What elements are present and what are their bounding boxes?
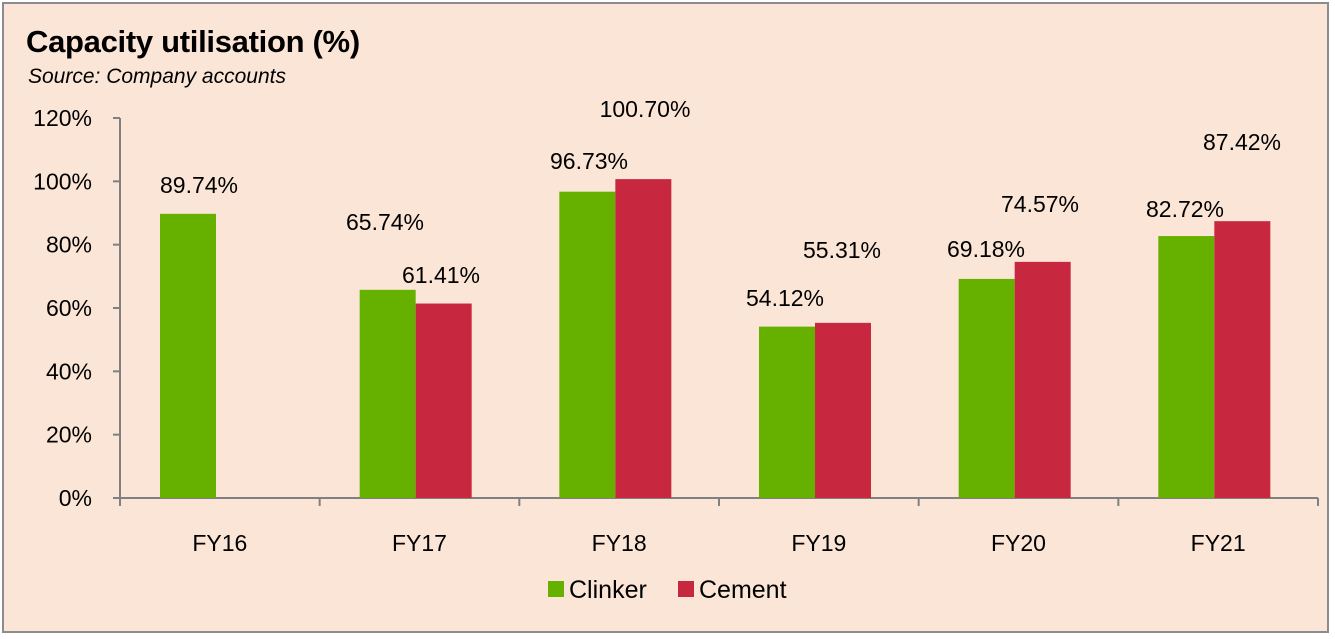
- bar-cement-fy20: [1014, 261, 1071, 498]
- y-tick-label: 60%: [46, 295, 92, 321]
- data-label-clinker-fy16: 89.74%: [160, 172, 238, 198]
- bar-clinker-fy19: [759, 326, 815, 498]
- data-label-cement-fy18: 100.70%: [600, 96, 691, 122]
- bar-clinker-fy18: [559, 191, 616, 498]
- bar-cement-fy18: [615, 179, 672, 498]
- bar-clinker-fy20: [958, 278, 1015, 498]
- legend-swatch-clinker: [548, 581, 564, 597]
- y-tick-label: 0%: [59, 485, 92, 511]
- data-label-cement-fy21: 87.42%: [1203, 129, 1281, 155]
- x-tick-label: FY21: [1191, 530, 1246, 556]
- bar-cement-fy17: [415, 303, 472, 498]
- bars: [160, 179, 1271, 499]
- legend-label-clinker: Clinker: [569, 576, 647, 604]
- data-label-clinker-fy18: 96.73%: [550, 148, 628, 174]
- y-tick-label: 20%: [46, 422, 92, 448]
- x-axis: FY16 FY17 FY18 FY19 FY20 FY21: [119, 497, 1319, 556]
- bar-clinker-fy21: [1158, 236, 1215, 498]
- data-label-clinker-fy21: 82.72%: [1146, 196, 1224, 222]
- x-tick-label: FY16: [192, 530, 247, 556]
- y-axis: 0% 20% 40% 60% 80% 100% 120%: [33, 105, 121, 511]
- legend: Clinker Cement: [548, 576, 787, 604]
- y-tick-label: 100%: [33, 168, 92, 194]
- y-tick-label: 40%: [46, 358, 92, 384]
- x-tick-label: FY19: [791, 530, 846, 556]
- y-tick-label: 120%: [33, 105, 92, 131]
- x-tick-label: FY18: [592, 530, 647, 556]
- data-label-cement-fy19: 55.31%: [803, 237, 881, 263]
- x-tick-label: FY20: [991, 530, 1046, 556]
- x-tick-label: FY17: [392, 530, 447, 556]
- chart-title: Capacity utilisation (%): [26, 24, 360, 59]
- legend-label-cement: Cement: [699, 576, 787, 604]
- data-label-clinker-fy17: 65.74%: [346, 209, 424, 235]
- bar-cement-fy21: [1214, 221, 1271, 499]
- data-labels: 89.74% 65.74% 96.73% 54.12% 69.18% 82.72% 61.4…: [160, 96, 1281, 311]
- data-label-cement-fy17: 61.41%: [402, 262, 480, 288]
- y-tick-label: 80%: [46, 232, 92, 258]
- data-label-cement-fy20: 74.57%: [1001, 191, 1079, 217]
- chart-subtitle: Source: Company accounts: [28, 65, 286, 88]
- bar-clinker-fy17: [359, 289, 416, 498]
- legend-swatch-cement: [678, 581, 694, 597]
- data-label-clinker-fy19: 54.12%: [746, 285, 824, 311]
- data-label-clinker-fy20: 69.18%: [947, 236, 1025, 262]
- bar-cement-fy19: [815, 322, 871, 498]
- bar-clinker-fy16: [160, 213, 216, 498]
